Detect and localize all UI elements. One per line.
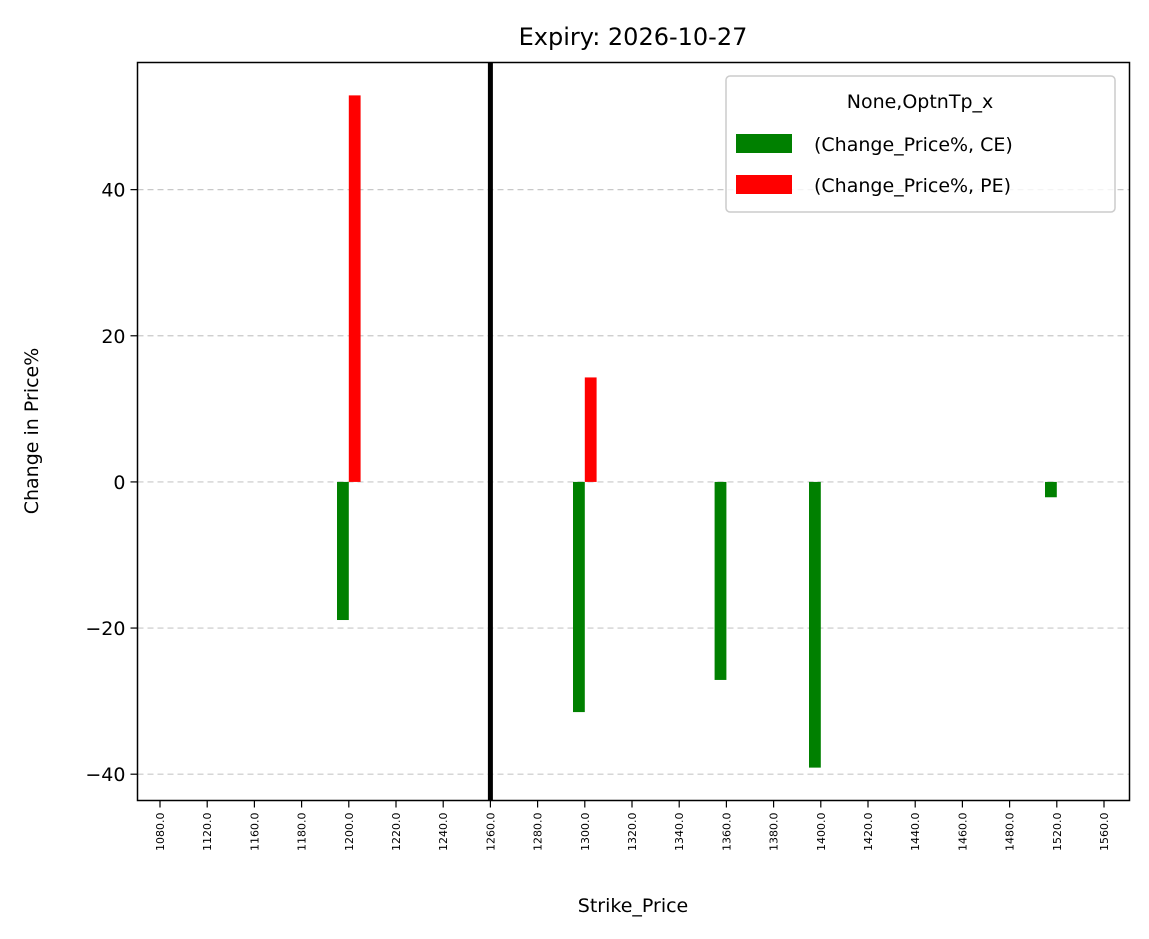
y-axis-label: Change in Price% xyxy=(21,348,43,515)
legend-label-ce: (Change_Price%, CE) xyxy=(814,134,1013,156)
x-tick-label: 1240.0 xyxy=(437,813,450,852)
x-tick-label: 1280.0 xyxy=(532,813,545,852)
x-tick-label: 1260.0 xyxy=(484,813,497,852)
x-tick-label: 1380.0 xyxy=(768,813,781,852)
legend-swatch-ce xyxy=(736,134,792,153)
y-tick-label: 20 xyxy=(101,326,125,348)
chart-title: Expiry: 2026-10-27 xyxy=(519,23,748,51)
x-tick-label: 1120.0 xyxy=(201,813,214,852)
x-axis-label: Strike_Price xyxy=(578,895,688,917)
x-tick-label: 1200.0 xyxy=(343,813,356,852)
bar-ce-1300.0 xyxy=(573,482,585,712)
legend-swatch-pe xyxy=(736,175,792,194)
x-axis-ticks: 1080.0 1120.0 1160.0 1180.0 1200.0 1220.0 1240… xyxy=(154,801,1111,852)
x-tick-label: 1400.0 xyxy=(815,813,828,852)
x-tick-label: 1340.0 xyxy=(673,813,686,852)
y-tick-label: −40 xyxy=(85,764,125,786)
x-tick-label: 1480.0 xyxy=(1004,813,1017,852)
y-tick-label: 0 xyxy=(113,472,125,494)
x-tick-label: 1520.0 xyxy=(1051,813,1064,852)
x-tick-label: 1300.0 xyxy=(579,813,592,852)
x-tick-label: 1180.0 xyxy=(296,813,309,852)
legend: None,OptnTp_x (Change_Price%, CE) (Chang… xyxy=(726,76,1115,212)
x-tick-label: 1220.0 xyxy=(390,813,403,852)
x-tick-label: 1360.0 xyxy=(720,813,733,852)
legend-title: None,OptnTp_x xyxy=(847,91,994,113)
x-tick-label: 1320.0 xyxy=(626,813,639,852)
y-tick-label: −20 xyxy=(85,618,125,640)
bar-ce-1200.0 xyxy=(337,482,349,620)
x-tick-label: 1420.0 xyxy=(862,813,875,852)
y-tick-label: 40 xyxy=(101,180,125,202)
x-tick-label: 1160.0 xyxy=(248,813,261,852)
x-tick-label: 1560.0 xyxy=(1098,813,1111,852)
gridlines xyxy=(138,190,1130,775)
bar-ce-1400.0 xyxy=(809,482,821,768)
x-tick-label: 1080.0 xyxy=(154,813,167,852)
x-tick-label: 1460.0 xyxy=(956,813,969,852)
legend-label-pe: (Change_Price%, PE) xyxy=(814,175,1011,197)
bar-ce-1520.0 xyxy=(1045,482,1057,497)
y-axis-ticks: −40 −20 0 20 40 xyxy=(85,180,137,787)
bar-pe-1200.0 xyxy=(349,95,361,482)
bar-ce-1360.0 xyxy=(715,482,727,680)
bar-pe-1300.0 xyxy=(585,377,597,481)
x-tick-label: 1440.0 xyxy=(909,813,922,852)
